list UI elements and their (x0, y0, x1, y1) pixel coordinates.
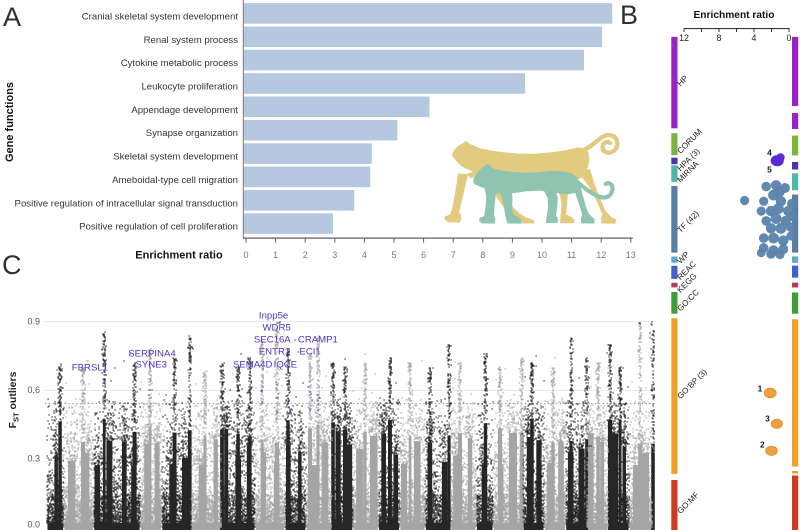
svg-text:1: 1 (758, 384, 763, 394)
svg-text:SYNE3: SYNE3 (135, 360, 166, 371)
svg-text:8: 8 (480, 250, 485, 260)
svg-text:Renal system process: Renal system process (144, 35, 239, 46)
svg-text:0.6: 0.6 (27, 385, 40, 395)
svg-text:13: 13 (626, 250, 636, 260)
svg-text:Synapse organization: Synapse organization (146, 128, 238, 139)
svg-text:Gene functions: Gene functions (4, 82, 16, 162)
svg-text:8: 8 (717, 33, 722, 43)
svg-text:4: 4 (752, 33, 757, 43)
svg-text:Positive regulation of intrace: Positive regulation of intracellular sig… (15, 198, 238, 209)
svg-text:Positive regulation of cell pr: Positive regulation of cell proliferatio… (79, 222, 238, 233)
svg-text:12: 12 (679, 33, 689, 43)
svg-text:0.9: 0.9 (27, 317, 40, 327)
svg-text:4: 4 (362, 250, 367, 260)
svg-text:5: 5 (391, 250, 396, 260)
svg-text:C: C (2, 250, 22, 280)
svg-text:12: 12 (596, 250, 606, 260)
svg-text:Cytokine metabolic process: Cytokine metabolic process (121, 58, 239, 69)
svg-text:5: 5 (767, 165, 772, 175)
svg-text:CRAMP1: CRAMP1 (298, 334, 338, 345)
svg-text:SERPINA4: SERPINA4 (128, 349, 176, 360)
svg-text:FBRSL1: FBRSL1 (72, 363, 108, 374)
svg-text:11: 11 (567, 250, 576, 260)
svg-text:4: 4 (767, 148, 772, 158)
svg-text:WDR5: WDR5 (262, 323, 290, 334)
svg-text:6: 6 (421, 250, 426, 260)
svg-text:Leukocyte proliferation: Leukocyte proliferation (141, 82, 238, 93)
svg-text:7: 7 (451, 250, 456, 260)
svg-text:A: A (3, 2, 21, 32)
svg-text:0: 0 (243, 250, 248, 260)
svg-text:Enrichment ratio: Enrichment ratio (694, 10, 775, 21)
svg-text:Inpp5e: Inpp5e (259, 310, 288, 321)
svg-text:10: 10 (537, 250, 547, 260)
svg-text:SEMA4D: SEMA4D (233, 360, 273, 371)
svg-text:SEC16A: SEC16A (254, 334, 291, 345)
svg-text:3: 3 (765, 413, 770, 423)
svg-text:1: 1 (273, 250, 278, 260)
svg-text:9: 9 (510, 250, 515, 260)
svg-text:3: 3 (332, 250, 337, 260)
svg-text:Skeletal system development: Skeletal system development (113, 152, 238, 163)
svg-text:ENTR1: ENTR1 (259, 346, 290, 357)
svg-text:0: 0 (787, 33, 792, 43)
svg-text:Appendage development: Appendage development (131, 105, 238, 116)
svg-text:IQCE: IQCE (274, 360, 297, 371)
svg-text:Ameboidal-type cell migration: Ameboidal-type cell migration (112, 175, 238, 186)
svg-text:Enrichment ratio: Enrichment ratio (135, 250, 223, 262)
svg-text:2: 2 (760, 440, 765, 450)
svg-text:Cranial skeletal system develo: Cranial skeletal system development (82, 11, 239, 22)
svg-text:ECI1: ECI1 (299, 346, 320, 357)
svg-text:B: B (620, 0, 638, 30)
svg-text:2: 2 (303, 250, 308, 260)
svg-text:0.0: 0.0 (27, 520, 40, 530)
svg-text:0.3: 0.3 (27, 454, 40, 464)
